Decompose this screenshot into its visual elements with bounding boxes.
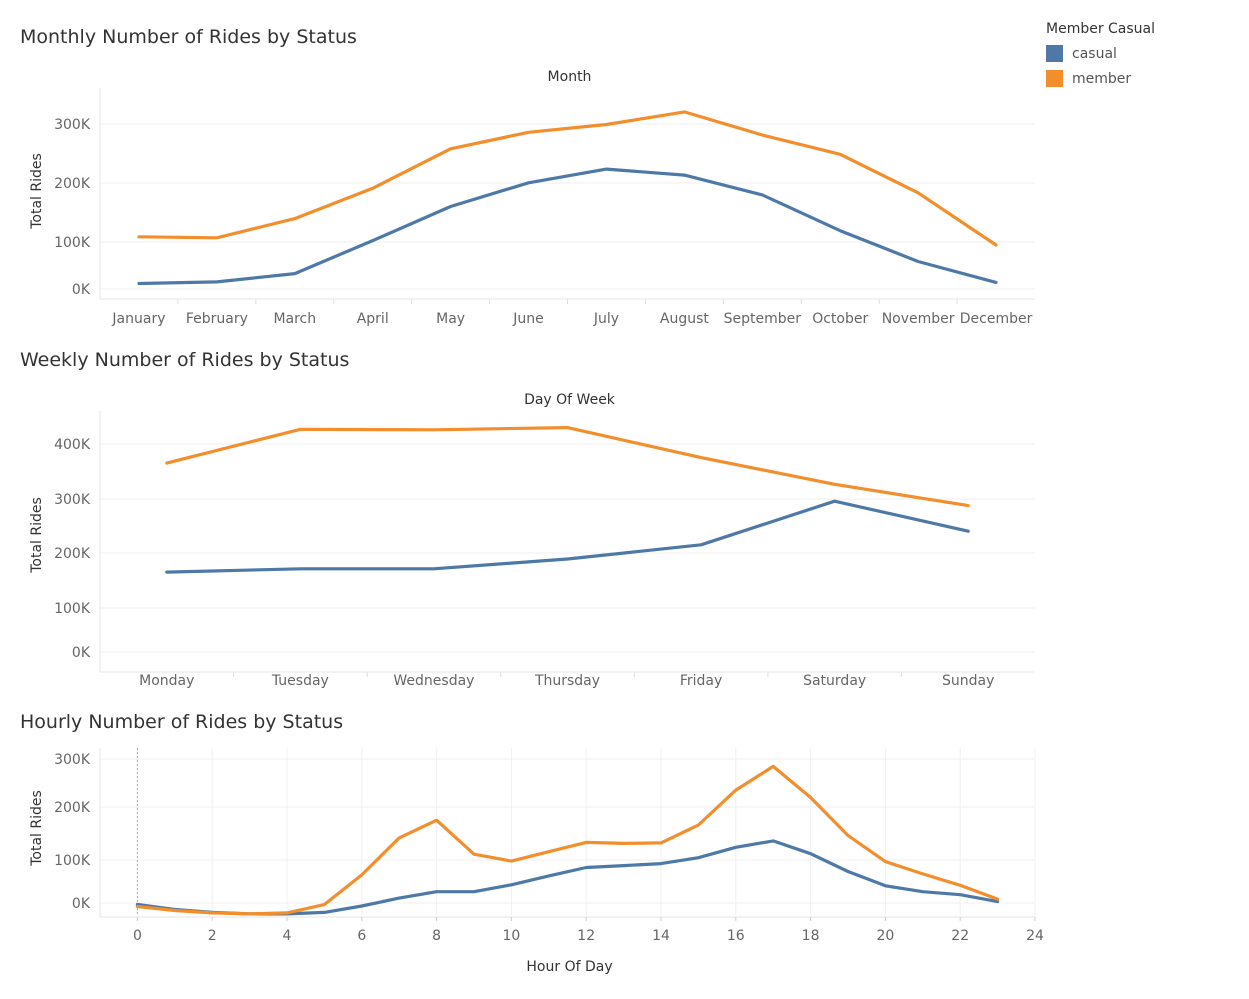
series-line-member	[137, 110, 998, 247]
x-tick-label: Friday	[680, 673, 722, 689]
x-tick-label: April	[357, 311, 389, 327]
x-tick-label: October	[812, 311, 868, 327]
legend-label-casual: casual	[1072, 45, 1117, 62]
y-tick-label: 0K	[72, 896, 91, 912]
y-axis-label: Total Rides	[29, 790, 45, 867]
x-tick-label: Monday	[139, 673, 194, 689]
x-tick-label: 2	[208, 928, 217, 944]
x-tick-label: March	[273, 311, 316, 327]
legend-item-casual[interactable]: casual	[1046, 41, 1155, 66]
column-header: Month	[548, 69, 592, 85]
x-tick-label: 20	[876, 928, 894, 944]
series-line-casual	[137, 167, 998, 286]
x-tick-label: January	[111, 311, 165, 327]
y-tick-label: 200K	[54, 800, 91, 816]
hourly-chart-title: Hourly Number of Rides by Status	[20, 711, 344, 733]
series-line-casual	[165, 499, 970, 574]
x-tick-label: 16	[727, 928, 745, 944]
x-tick-label: September	[724, 311, 802, 327]
y-tick-label: 200K	[54, 546, 91, 562]
x-tick-label: August	[660, 311, 710, 327]
y-tick-label: 300K	[54, 117, 91, 133]
x-tick-label: Sunday	[942, 673, 994, 689]
x-axis-label: Hour Of Day	[526, 959, 612, 975]
x-tick-label: June	[512, 311, 544, 327]
x-tick-label: 6	[357, 928, 366, 944]
y-axis-label: Total Rides	[29, 497, 45, 574]
x-tick-label: 4	[283, 928, 292, 944]
y-tick-label: 200K	[54, 176, 91, 192]
x-tick-label: 8	[432, 928, 441, 944]
series-line-member	[135, 764, 1000, 916]
x-tick-label: Saturday	[803, 673, 866, 689]
chart-0	[99, 88, 1035, 304]
column-header: Day Of Week	[524, 392, 616, 408]
y-tick-label: 0K	[72, 645, 91, 661]
x-tick-label: Tuesday	[271, 673, 329, 689]
x-tick-label: 10	[502, 928, 520, 944]
legend-item-member[interactable]: member	[1046, 66, 1155, 91]
legend-title: Member Casual	[1046, 21, 1156, 37]
y-tick-label: 100K	[54, 853, 91, 869]
chart-2	[99, 748, 1036, 921]
series-line-member	[165, 426, 970, 508]
x-tick-label: December	[960, 311, 1033, 327]
y-tick-label: 400K	[54, 437, 91, 453]
x-tick-label: 0	[133, 928, 142, 944]
x-tick-label: May	[436, 311, 465, 327]
x-tick-label: February	[186, 311, 248, 327]
y-tick-label: 300K	[54, 492, 91, 508]
x-tick-label: 18	[802, 928, 820, 944]
x-tick-label: Thursday	[534, 673, 600, 689]
chart-1	[99, 411, 1035, 677]
x-tick-label: 22	[951, 928, 969, 944]
x-tick-label: 14	[652, 928, 670, 944]
x-tick-label: July	[593, 311, 619, 327]
x-tick-label: 24	[1026, 928, 1044, 944]
y-tick-label: 100K	[54, 601, 91, 617]
legend: Member Casual casual member	[1046, 21, 1155, 91]
x-tick-label: Wednesday	[393, 673, 474, 689]
monthly-chart-title: Monthly Number of Rides by Status	[20, 26, 357, 48]
y-tick-label: 300K	[54, 752, 91, 768]
x-tick-label: 12	[577, 928, 595, 944]
x-tick-label: November	[882, 311, 955, 327]
legend-swatch-member	[1046, 70, 1063, 87]
legend-swatch-casual	[1046, 45, 1063, 62]
legend-label-member: member	[1072, 70, 1132, 87]
y-axis-label: Total Rides	[29, 153, 45, 230]
y-tick-label: 0K	[72, 282, 91, 298]
weekly-chart-title: Weekly Number of Rides by Status	[20, 349, 350, 371]
y-tick-label: 100K	[54, 235, 91, 251]
